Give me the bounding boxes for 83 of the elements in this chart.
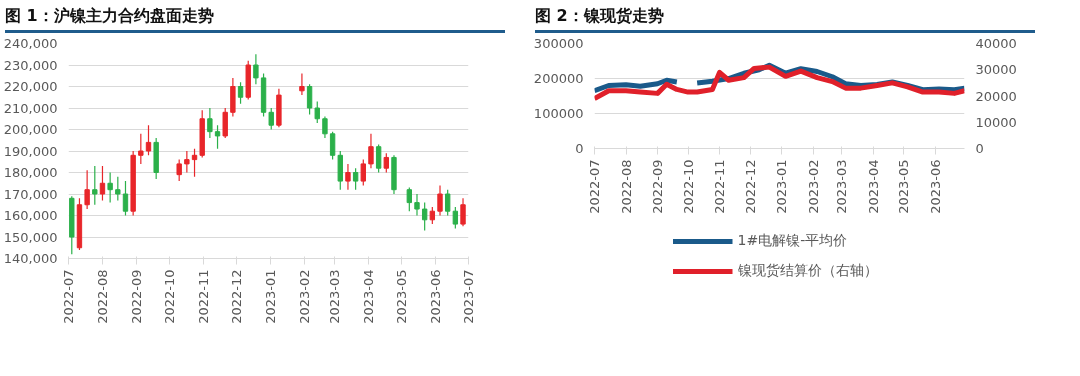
- candlestick: [122, 180, 129, 217]
- candlestick: [383, 152, 389, 174]
- x-tick-label: 2023-01: [262, 269, 278, 324]
- x-tick-label: 2023-04: [865, 159, 881, 214]
- candlestick: [145, 124, 152, 156]
- x-tick-label: 2023-06: [927, 159, 943, 214]
- candlestick: [306, 83, 313, 116]
- y-tick-label: 210,000: [3, 100, 58, 116]
- x-tick-label: 2023-06: [428, 269, 444, 324]
- chart-title: 图 2：镍现货走势: [535, 5, 664, 27]
- x-tick-label: 2023-05: [896, 159, 912, 214]
- x-tick-label: 2022-10: [680, 159, 696, 214]
- candlestick: [345, 163, 351, 191]
- candlestick: [375, 143, 382, 174]
- x-tick-label: 2022-08: [618, 159, 634, 214]
- candlestick: [299, 73, 305, 96]
- y2-tick-label: 0: [975, 141, 984, 156]
- candlestick: [421, 202, 428, 232]
- x-tick-label: 2022-11: [712, 159, 728, 214]
- candlestick: [329, 131, 336, 161]
- candlestick: [237, 81, 244, 105]
- x-tick-label: 2022-12: [742, 159, 758, 214]
- y-tick-label: 200000: [533, 71, 584, 86]
- y-tick-label: 100000: [533, 106, 584, 121]
- candlestick: [92, 165, 98, 206]
- chart-title: 图 1：沪镍主力合约盘面走势: [5, 5, 214, 27]
- candlestick: [360, 159, 366, 186]
- x-tick-label: 2023-07: [461, 269, 476, 324]
- y-tick-label: 240,000: [3, 36, 58, 51]
- x-tick-label: 2022-09: [650, 159, 666, 214]
- y2-tick-label: 20000: [975, 88, 1017, 104]
- y-tick-label: 190,000: [3, 143, 58, 159]
- x-tick-label: 2023-01: [774, 159, 790, 214]
- candlestick: [314, 100, 320, 124]
- x-tick-label: 2022-07: [587, 159, 602, 214]
- x-tick-label: 2023-05: [394, 269, 410, 324]
- y-tick-label: 180,000: [3, 165, 58, 180]
- candlestick: [207, 107, 213, 139]
- y-tick-label: 230,000: [3, 57, 58, 73]
- y2-tick-label: 30000: [975, 62, 1017, 78]
- candlestick: [138, 133, 144, 165]
- candlestick: [406, 186, 413, 212]
- candlestick: [352, 167, 359, 191]
- candlestick: [184, 150, 190, 174]
- x-tick-label: 2022-09: [128, 269, 144, 324]
- candlestick: [253, 53, 259, 85]
- x-tick-label: 2023-02: [805, 159, 821, 214]
- y-tick-label: 220,000: [3, 79, 58, 94]
- y2-tick-label: 10000: [975, 114, 1017, 130]
- x-tick-label: 2022-07: [61, 269, 76, 324]
- y-tick-label: 0: [575, 141, 584, 156]
- y-tick-label: 160,000: [3, 208, 58, 223]
- y-tick-label: 170,000: [3, 186, 58, 202]
- candlestick: [84, 169, 90, 210]
- y-tick-label: 140,000: [3, 251, 58, 266]
- candlestick: [107, 171, 113, 204]
- candlestick: [222, 107, 228, 139]
- x-tick-label: 2023-03: [327, 269, 343, 324]
- candlestick: [414, 193, 420, 217]
- y-tick-label: 300000: [533, 36, 584, 51]
- candlestick: [460, 197, 466, 227]
- candlestick: [368, 133, 374, 169]
- y-tick-label: 150,000: [3, 229, 58, 245]
- candlestick: [322, 116, 328, 139]
- candlestick: [176, 159, 182, 182]
- candlestick: [115, 176, 121, 202]
- candlestick: [214, 124, 221, 150]
- legend-label: 1#电解镍-平均价: [737, 232, 848, 250]
- x-tick-label: 2022-11: [195, 269, 211, 324]
- candlestick: [452, 206, 459, 229]
- x-tick-label: 2023-02: [296, 269, 312, 324]
- y2-tick-label: 40000: [975, 36, 1017, 51]
- x-tick-label: 2022-10: [161, 269, 177, 324]
- x-tick-label: 2022-12: [228, 269, 244, 324]
- candlestick: [437, 184, 443, 217]
- candlestick: [444, 189, 451, 217]
- candlestick: [268, 107, 274, 131]
- legend-label: 镍现货结算价（右轴）: [737, 262, 878, 280]
- x-tick-label: 2023-04: [361, 269, 377, 324]
- candlestick: [99, 165, 106, 202]
- y-tick-label: 200,000: [3, 122, 58, 137]
- x-tick-label: 2022-08: [94, 269, 110, 324]
- x-tick-label: 2023-03: [834, 159, 850, 214]
